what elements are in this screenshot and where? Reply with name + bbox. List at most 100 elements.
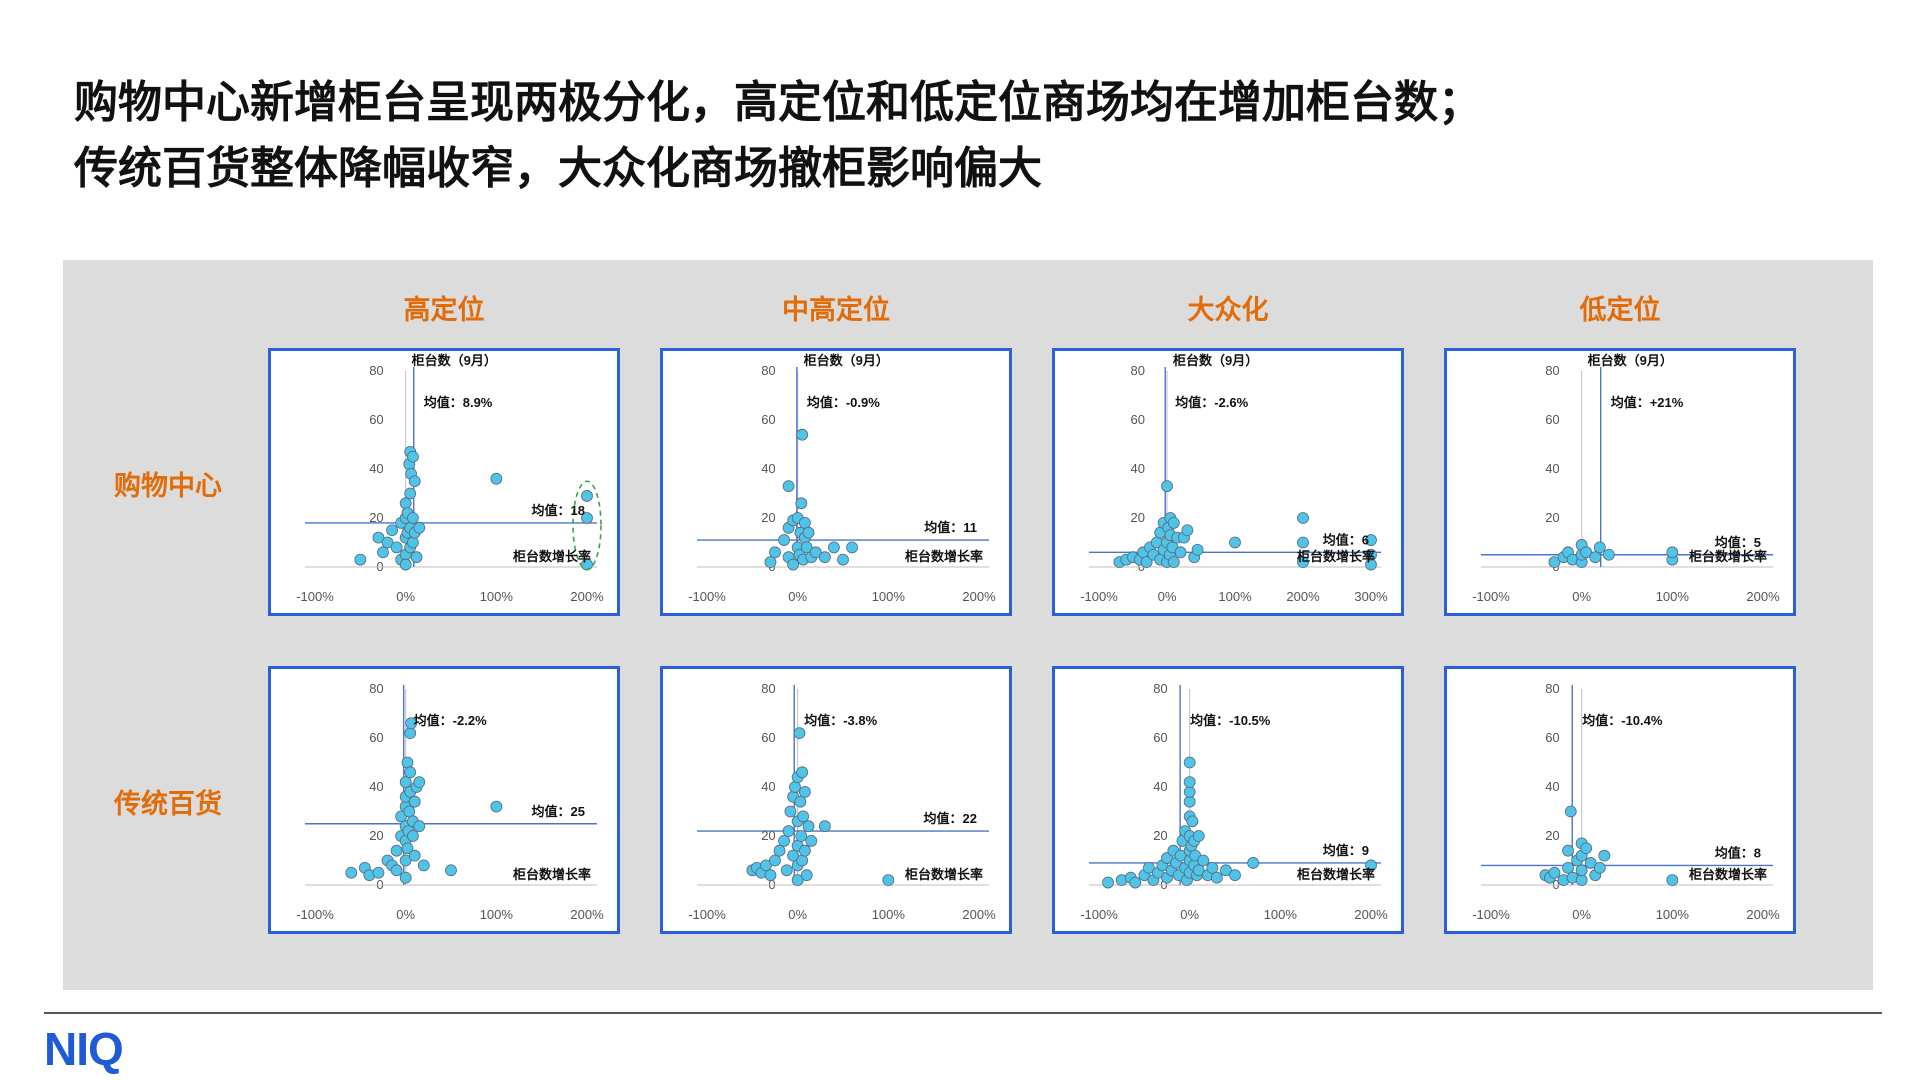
data-point — [1564, 805, 1577, 818]
mean-y-label: 均值：11 — [924, 520, 977, 535]
y-tick-label: 40 — [1153, 779, 1167, 794]
x-axis-title: 柜台数增长率 — [904, 549, 983, 564]
data-point — [1247, 857, 1260, 869]
data-point — [818, 820, 831, 833]
x-tick-label: 100% — [1264, 907, 1298, 922]
niq-logo: NIQ — [44, 1023, 124, 1075]
mean-x-label: 均值：-10.5% — [1190, 713, 1271, 728]
data-point — [413, 521, 426, 534]
data-point — [1183, 795, 1196, 808]
data-point — [764, 869, 777, 882]
data-point — [1186, 815, 1199, 828]
data-point — [399, 497, 412, 510]
y-tick-label: 80 — [369, 681, 383, 696]
data-point — [581, 490, 593, 502]
x-axis-title: 柜台数增长率 — [512, 867, 591, 882]
x-tick-label: 200% — [962, 589, 996, 604]
data-point — [1365, 534, 1377, 546]
data-point — [407, 512, 419, 524]
data-point — [787, 849, 800, 862]
data-point — [490, 472, 503, 485]
y-tick-label: 40 — [761, 779, 775, 794]
scatter-chart: 020406080-100%0%100%200%柜台数（9月）均值：-0.9%均… — [660, 348, 1012, 616]
data-point — [445, 864, 457, 877]
y-tick-label: 80 — [1131, 363, 1145, 378]
data-point — [1220, 864, 1232, 877]
data-point — [1102, 876, 1114, 889]
data-point — [410, 551, 423, 564]
data-point — [799, 786, 811, 798]
y-tick-label: 40 — [761, 461, 775, 476]
data-point — [800, 541, 813, 554]
data-point — [846, 541, 858, 554]
data-point — [791, 874, 804, 887]
data-point — [390, 844, 403, 857]
title-line-1: 购物中心新增柜台呈现两极分化，高定位和低定位商场均在增加柜台数； — [74, 77, 1482, 128]
column-title: 大众化 — [1187, 295, 1269, 326]
y-tick-label: 20 — [761, 828, 775, 843]
data-point — [796, 766, 809, 779]
y-tick-label: 40 — [1545, 461, 1559, 476]
y-tick-label: 20 — [761, 510, 775, 525]
data-point — [407, 536, 419, 549]
chart-svg: 020406080-100%0%100%200%柜台数（9月）均值：8.9%均值… — [296, 353, 604, 604]
y-tick-label: 20 — [1153, 828, 1167, 843]
data-point — [796, 854, 809, 867]
mean-x-label: 均值：-2.2% — [414, 713, 487, 728]
data-point — [782, 825, 795, 838]
x-tick-label: 100% — [1656, 907, 1690, 922]
data-point — [403, 805, 416, 818]
data-point — [809, 546, 822, 559]
data-point — [784, 805, 797, 818]
y-tick-label: 60 — [761, 412, 775, 427]
data-point — [404, 487, 417, 500]
data-point — [407, 450, 419, 463]
column-title: 低定位 — [1579, 295, 1661, 326]
x-axis-title: 柜台数增长率 — [512, 549, 591, 564]
x-tick-label: 200% — [1354, 907, 1388, 922]
y-tick-label: 40 — [1545, 779, 1559, 794]
x-axis-title: 柜台数增长率 — [1688, 867, 1767, 882]
data-point — [1161, 480, 1173, 493]
y-tick-label: 60 — [369, 730, 383, 745]
data-point — [1167, 556, 1180, 569]
mean-x-label: 均值：+21% — [1611, 395, 1684, 410]
x-tick-label: 100% — [872, 589, 906, 604]
y-tick-label: 60 — [1545, 730, 1559, 745]
data-point — [769, 546, 781, 559]
scatter-chart: 020406080-100%0%100%200%均值：-3.8%均值：22柜台数… — [660, 666, 1012, 934]
x-tick-label: 200% — [570, 907, 604, 922]
x-tick-label: 100% — [480, 589, 514, 604]
x-axis-title: 柜台数增长率 — [1296, 867, 1375, 882]
data-point — [802, 820, 815, 833]
data-point — [1181, 524, 1194, 537]
data-point — [797, 810, 810, 823]
chart-svg: 020406080-100%0%100%200%均值：-10.4%均值：8柜台数… — [1472, 681, 1780, 922]
y-tick-label: 80 — [761, 363, 775, 378]
data-point — [401, 842, 414, 855]
x-tick-label: 0% — [1158, 589, 1177, 604]
x-tick-label: 100% — [480, 907, 514, 922]
y-tick-label: 80 — [1545, 681, 1559, 696]
y-tick-label: 20 — [1545, 828, 1559, 843]
y-tick-label: 20 — [369, 828, 383, 843]
x-tick-label: -100% — [296, 907, 334, 922]
y-tick-label: 20 — [1131, 510, 1145, 525]
row-label: 购物中心 — [114, 471, 222, 502]
data-point — [1598, 849, 1611, 862]
data-point — [1589, 551, 1602, 564]
y-tick-label: 20 — [369, 510, 383, 525]
title-line-2: 传统百货整体降幅收窄，大众化商场撤柜影响偏大 — [74, 143, 1042, 194]
x-tick-label: 200% — [1746, 589, 1780, 604]
data-point — [1191, 543, 1204, 556]
data-point — [1602, 548, 1615, 561]
x-tick-label: 0% — [788, 589, 807, 604]
data-point — [1140, 556, 1153, 569]
data-point — [1575, 874, 1588, 887]
mean-y-label: 均值：22 — [924, 811, 977, 826]
mean-y-label: 均值：18 — [532, 503, 585, 518]
chart-svg: 020406080-100%0%100%200%均值：-10.5%均值：9柜台数… — [1080, 681, 1388, 922]
data-point — [372, 531, 385, 544]
x-axis-title: 柜台数增长率 — [904, 867, 983, 882]
data-point — [773, 844, 786, 857]
